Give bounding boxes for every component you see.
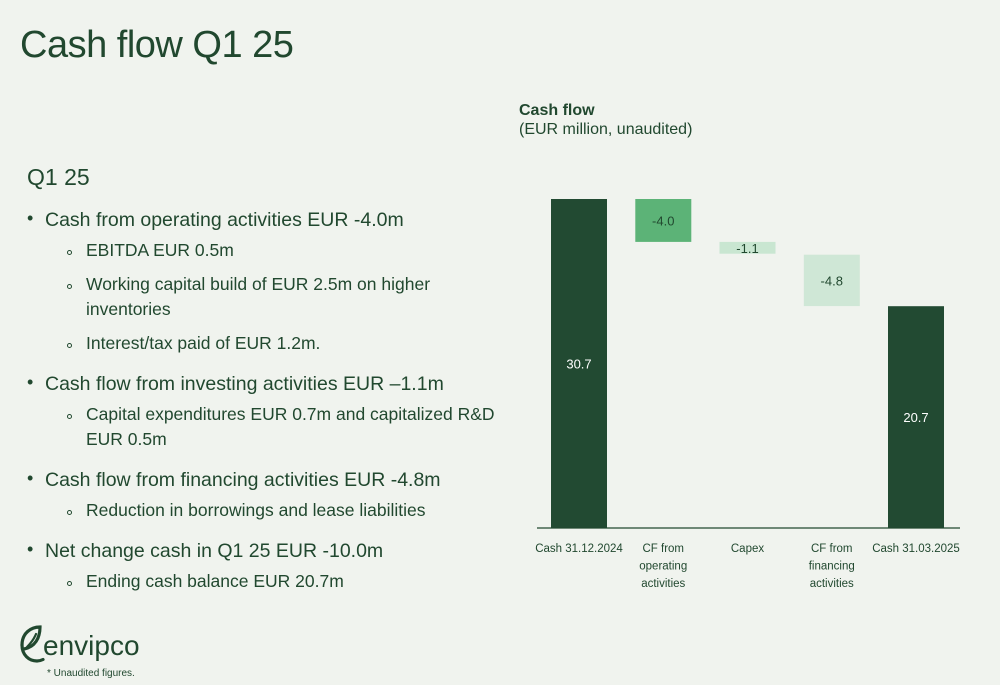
data-label-1: 30.7 <box>566 357 591 372</box>
data-label-3: -1.1 <box>736 241 758 256</box>
bar-5 <box>888 306 944 528</box>
bullet-investing: Cash flow from investing activities EUR … <box>27 370 507 452</box>
bullet-text: Cash flow from financing activities EUR … <box>45 469 441 491</box>
chart-title: Cash flow <box>519 102 595 119</box>
bullet-text: Cash from operating activities EUR -4.0m <box>45 209 404 231</box>
bar-1 <box>551 199 607 528</box>
x-tick-label-4: activities <box>810 578 854 590</box>
sub-list: Capital expenditures EUR 0.7m and capita… <box>45 402 507 452</box>
bullet-financing: Cash flow from financing activities EUR … <box>27 466 507 523</box>
x-tick-label-1: Cash 31.12.2024 <box>535 543 623 555</box>
data-label-4: -4.8 <box>821 273 843 288</box>
sub-bullet: Ending cash balance EUR 20.7m <box>45 569 507 594</box>
sub-list: Ending cash balance EUR 20.7m <box>45 569 507 594</box>
section-heading: Q1 25 <box>27 164 90 190</box>
bar-2 <box>635 199 692 242</box>
sub-list: Reduction in borrowings and lease liabil… <box>45 498 507 523</box>
x-tick-label-2: CF from <box>642 543 684 555</box>
x-tick-label-4: financing <box>809 561 855 573</box>
bullet-net-change: Net change cash in Q1 25 EUR -10.0m Endi… <box>27 537 507 594</box>
bar-4 <box>803 254 860 307</box>
chart-subtitle: (EUR million, unaudited) <box>519 121 693 138</box>
x-tick-label-3: Capex <box>731 543 764 555</box>
page-title: Cash flow Q1 25 <box>20 24 294 66</box>
sub-bullet: Capital expenditures EUR 0.7m and capita… <box>45 402 507 452</box>
bullet-text: Net change cash in Q1 25 EUR -10.0m <box>45 540 384 562</box>
summary-bullet-list: Cash from operating activities EUR -4.0m… <box>27 206 507 608</box>
x-tick-label-2: operating <box>639 561 687 573</box>
sub-bullet: Reduction in borrowings and lease liabil… <box>45 498 507 523</box>
envipco-logo: envipco <box>20 625 140 663</box>
leaf-icon <box>20 625 45 663</box>
waterfall-chart: 30.7 Cash 31.12.2024 -4.0 CF from operating a… <box>535 199 960 590</box>
brand-name: envipco <box>43 630 140 661</box>
bullet-text: Cash flow from investing activities EUR … <box>45 373 444 395</box>
sub-bullet: Working capital build of EUR 2.5m on hig… <box>45 272 507 322</box>
sub-bullet: EBITDA EUR 0.5m <box>45 238 507 263</box>
footnote: * Unaudited figures. <box>47 668 135 679</box>
x-tick-label-5: Cash 31.03.2025 <box>872 543 960 555</box>
sub-list: EBITDA EUR 0.5m Working capital build of… <box>45 238 507 356</box>
bullet-operating: Cash from operating activities EUR -4.0m… <box>27 206 507 356</box>
x-tick-label-4: CF from <box>811 543 853 555</box>
x-tick-label-2: activities <box>641 578 685 590</box>
data-label-2: -4.0 <box>652 213 674 228</box>
sub-bullet: Interest/tax paid of EUR 1.2m. <box>45 331 507 356</box>
bar-3 <box>719 241 776 254</box>
data-label-5: 20.7 <box>903 410 928 425</box>
